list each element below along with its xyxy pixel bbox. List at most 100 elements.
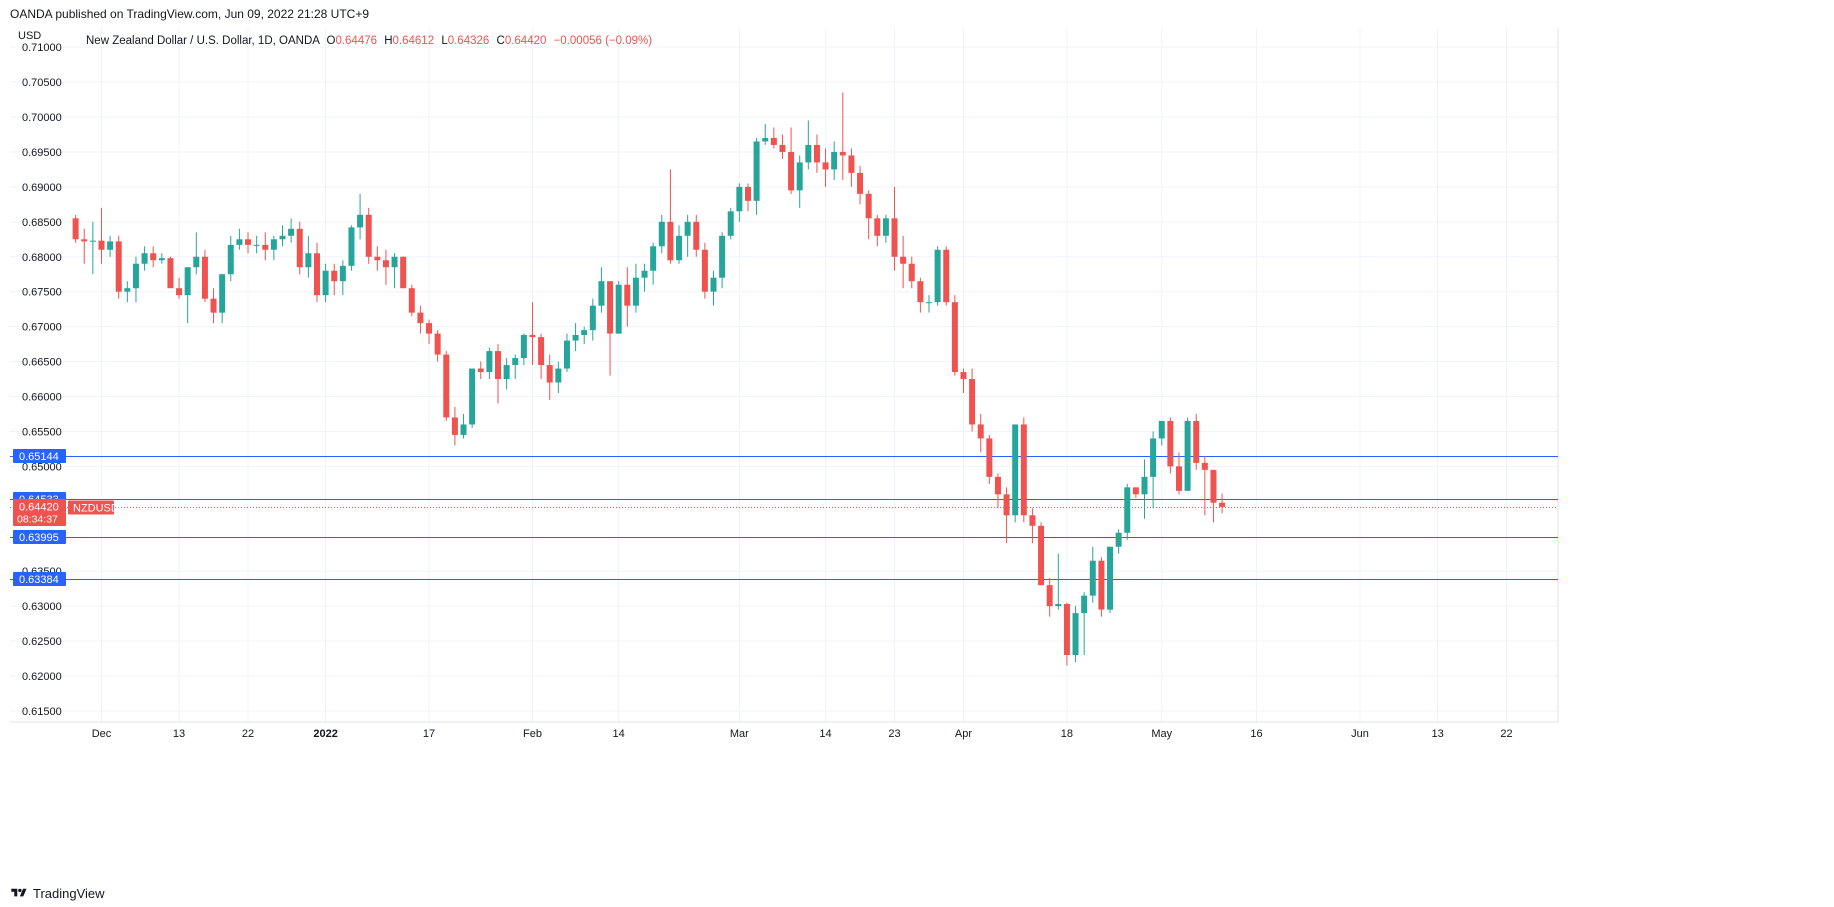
level-tag-value: 0.65144 [19,451,59,463]
symbol-legend: New Zealand Dollar / U.S. Dollar, 1D, OA… [86,35,652,47]
time-tick-label: Dec [92,728,112,740]
candle-body [115,241,122,292]
candle [676,225,683,264]
candle [210,288,217,324]
candle [1046,578,1053,617]
candle-body [934,249,941,303]
candle-body [227,244,234,275]
candle-body [1201,462,1208,470]
candle-body [572,335,579,341]
candle [658,214,665,254]
candle-body [98,240,105,250]
candle-body [857,172,864,194]
time-tick-label: 14 [613,728,625,740]
publish-header: OANDA published on TradingView.com, Jun … [0,0,1834,28]
candle-body [132,263,139,289]
level-tag-bg [13,530,66,544]
candle [684,214,691,257]
candle [546,354,553,400]
candle-body [1020,424,1027,516]
candle-body [615,284,622,334]
candle [176,277,183,299]
candle [1098,557,1105,617]
candle [167,256,174,289]
candle [382,249,389,285]
candle [598,267,605,313]
candle-body [563,340,570,369]
time-tick-label: 22 [242,728,254,740]
candle [193,232,200,275]
candle-body [262,244,269,250]
candle [1158,420,1165,446]
candle [805,120,812,170]
candle [305,235,312,278]
candle-body [408,288,415,313]
candle [710,270,717,306]
candle-body [279,235,286,240]
time-axis[interactable]: Dec 13 22 2022 17 Feb 14 Mar 14 23 Apr 18 May 16 Jun 13… [92,728,1513,740]
candle [1132,487,1139,498]
candle [1150,431,1157,509]
candle [624,267,631,327]
candle-body [1055,604,1062,607]
candle [150,246,157,268]
price-tick-label: 0.61500 [22,706,62,718]
time-tick-label: 14 [819,728,831,740]
candle-body [658,221,665,247]
candle [227,235,234,282]
tradingview-branding[interactable]: TradingView [10,883,105,903]
candle [762,123,769,145]
candle [288,218,295,243]
candle-body [607,281,614,334]
candle [296,221,303,275]
candle-body [520,335,527,359]
candle [900,235,907,289]
candle [1219,493,1226,514]
open-value: 0.64476 [335,35,378,47]
candle-body [589,305,596,331]
candle [581,326,588,345]
candle [977,413,984,453]
candle [512,354,519,380]
candle-body [693,221,700,250]
candle-body [727,211,734,236]
change-value: −0.00056 (−0.09%) [553,35,653,47]
candle [339,260,346,296]
candle-body [184,267,191,296]
candle [1003,487,1010,544]
symbol-title: New Zealand Dollar / U.S. Dollar, 1D, OA… [86,35,320,47]
candle-body [788,151,795,191]
candle [960,368,967,394]
candle-body [839,151,846,156]
candle-body [736,186,743,212]
level-tag-value: 0.63995 [19,532,59,544]
time-tick-label: 17 [423,728,435,740]
candle-body [245,239,252,245]
candle-body [365,214,372,257]
time-tick-label: Apr [955,728,972,740]
chart-grid [10,28,1559,723]
candle-body [805,144,812,163]
candle-body [512,358,519,366]
time-tick-label: Feb [523,728,542,740]
symbol-tag-bg [68,500,114,515]
candle [1072,606,1079,663]
candle [701,242,708,299]
candle [1089,546,1096,603]
level-tag-value: 0.63384 [19,574,59,586]
candle [529,302,536,366]
time-tick-label: 22 [1500,728,1512,740]
candle [788,127,795,194]
price-tick-label: 0.67500 [22,287,62,299]
candle-body [822,162,829,170]
candle [1038,522,1045,586]
price-tick-label: 0.66500 [22,357,62,369]
candle-body [960,372,967,380]
candle [1012,424,1019,523]
candle-body [1107,546,1114,610]
candle [719,232,726,289]
candle [107,235,114,257]
candle-body [193,256,200,268]
